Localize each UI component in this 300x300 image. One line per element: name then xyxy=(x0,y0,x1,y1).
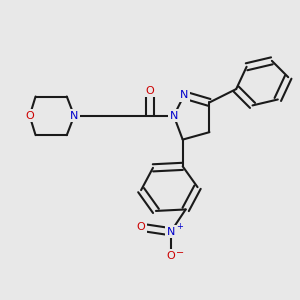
Text: −: − xyxy=(176,248,184,257)
Text: O: O xyxy=(146,85,154,96)
Text: N: N xyxy=(70,111,78,121)
Text: N: N xyxy=(180,90,188,100)
Text: N: N xyxy=(167,227,175,237)
Text: O: O xyxy=(25,111,34,121)
Text: O: O xyxy=(137,222,146,232)
Text: O: O xyxy=(167,250,175,260)
Text: +: + xyxy=(176,222,183,231)
Text: N: N xyxy=(169,111,178,121)
